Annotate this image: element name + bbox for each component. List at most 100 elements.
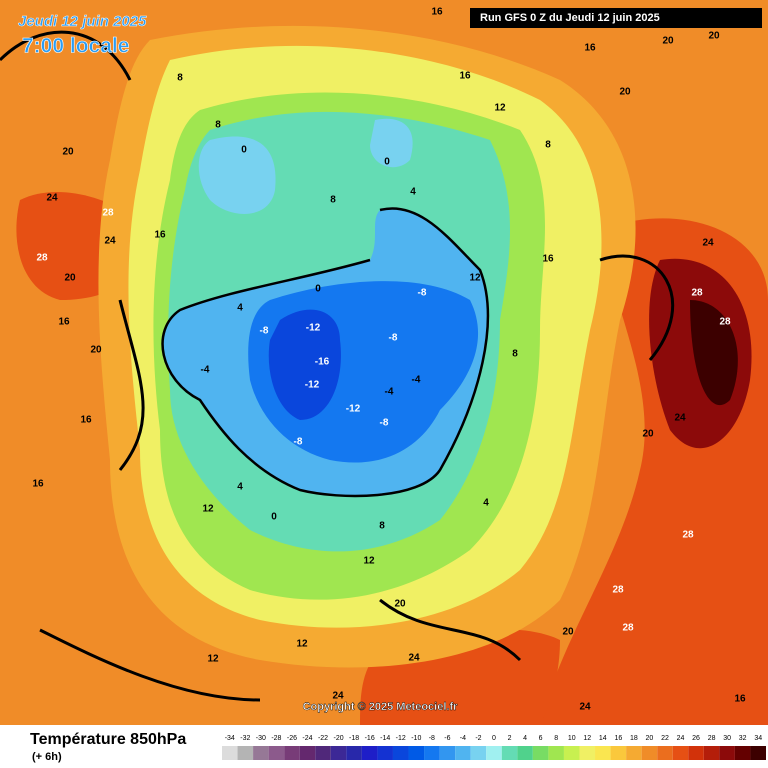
scale-label: -12 bbox=[396, 735, 406, 742]
contour-label: 16 bbox=[584, 43, 596, 54]
contour-label: 28 bbox=[719, 317, 731, 328]
forecast-date: Jeudi 12 juin 2025 bbox=[18, 13, 147, 30]
scale-label: -22 bbox=[318, 735, 328, 742]
scale-label: 6 bbox=[539, 735, 543, 742]
scale-cell bbox=[392, 746, 409, 760]
scale-label: 20 bbox=[646, 735, 654, 742]
contour-label: 28 bbox=[612, 585, 624, 596]
contour-label: 16 bbox=[431, 7, 443, 18]
run-box bbox=[470, 8, 762, 28]
contour-label: 24 bbox=[46, 193, 58, 204]
scale-label: 2 bbox=[508, 735, 512, 742]
scale-cell bbox=[703, 746, 720, 760]
contour-label: 16 bbox=[734, 694, 746, 705]
contour-label: 12 bbox=[202, 504, 214, 515]
scale-label: -32 bbox=[240, 735, 250, 742]
contour-label: -16 bbox=[315, 357, 330, 368]
contour-label: -8 bbox=[389, 333, 398, 344]
contour-label: 12 bbox=[363, 556, 375, 567]
scale-label: -14 bbox=[380, 735, 390, 742]
scale-cell bbox=[237, 746, 254, 760]
contour-label: 16 bbox=[154, 230, 166, 241]
scale-cell bbox=[672, 746, 689, 760]
legend-title: Température 850hPa bbox=[30, 731, 186, 748]
contour-label: -8 bbox=[380, 418, 389, 429]
scale-cell bbox=[439, 746, 456, 760]
contour-label: 16 bbox=[32, 479, 44, 490]
contour-label: 8 bbox=[330, 195, 336, 206]
contour-label: -12 bbox=[306, 323, 321, 334]
scale-cell bbox=[408, 746, 425, 760]
contour-label: 24 bbox=[702, 238, 714, 249]
scale-cell bbox=[315, 746, 331, 760]
contour-label: 4 bbox=[237, 303, 243, 314]
scale-label: -8 bbox=[429, 735, 435, 742]
contour-label: 0 bbox=[271, 512, 277, 523]
scale-cell bbox=[470, 746, 487, 760]
scale-cell bbox=[377, 746, 393, 760]
contour-label: 24 bbox=[104, 236, 116, 247]
forecast-time: 7:00 locale bbox=[22, 35, 129, 58]
contour-labels: 20 24 28 28 24 16 20 16 20 16 16 12 8 8 0 0 4 8 4 -4 -8 -12 -1… bbox=[32, 7, 746, 713]
scale-label: -20 bbox=[334, 735, 344, 742]
scale-label: 12 bbox=[583, 735, 591, 742]
contour-label: 0 bbox=[384, 157, 390, 168]
scale-label: 28 bbox=[708, 735, 716, 742]
scale-label: -28 bbox=[271, 735, 281, 742]
contour-label: 8 bbox=[379, 521, 385, 532]
run-info: Run GFS 0 Z du Jeudi 12 juin 2025 bbox=[480, 12, 660, 24]
scale-cell bbox=[750, 746, 766, 760]
scale-label: 26 bbox=[692, 735, 700, 742]
scale-label: 10 bbox=[568, 735, 576, 742]
scale-cell bbox=[253, 746, 269, 760]
scale-cell bbox=[734, 746, 751, 760]
contour-label: 8 bbox=[545, 140, 551, 151]
scale-cell bbox=[268, 746, 285, 760]
contour-label: 24 bbox=[332, 691, 344, 702]
contour-label: 24 bbox=[674, 413, 686, 424]
cold-pocket-north bbox=[370, 118, 413, 168]
scale-cell bbox=[361, 746, 378, 760]
scale-label: -16 bbox=[365, 735, 375, 742]
scale-label: 18 bbox=[630, 735, 638, 742]
contour-label: -8 bbox=[294, 437, 303, 448]
contour-label: 16 bbox=[58, 317, 70, 328]
coastline bbox=[0, 30, 675, 702]
scale-cell bbox=[486, 746, 502, 760]
contour-label: 12 bbox=[494, 103, 506, 114]
scale-cell bbox=[641, 746, 658, 760]
contour-label: 12 bbox=[207, 654, 219, 665]
contour-label: 8 bbox=[177, 73, 183, 84]
copyright: Copyright © 2025 Meteociel.fr bbox=[303, 701, 459, 713]
scale-label: -26 bbox=[287, 735, 297, 742]
contour-label: 16 bbox=[459, 71, 471, 82]
scale-label: 4 bbox=[523, 735, 527, 742]
scale-cell bbox=[330, 746, 347, 760]
scale-label: 8 bbox=[554, 735, 558, 742]
contour-label: 28 bbox=[102, 208, 114, 219]
scale-label: -30 bbox=[256, 735, 266, 742]
cold-core-inner bbox=[268, 309, 341, 420]
contour-label: 20 bbox=[62, 147, 74, 158]
contour-label: -8 bbox=[260, 326, 269, 337]
contour-label: 20 bbox=[642, 429, 654, 440]
contour-label: 20 bbox=[662, 36, 674, 47]
cold-pocket-west bbox=[198, 136, 276, 214]
scale-cell bbox=[455, 746, 471, 760]
scale-cell bbox=[688, 746, 704, 760]
contour-label: -8 bbox=[418, 288, 427, 299]
scale-cell bbox=[610, 746, 627, 760]
scale-cell bbox=[517, 746, 533, 760]
contour-label: 16 bbox=[80, 415, 92, 426]
scale-label: -2 bbox=[475, 735, 481, 742]
contour-label: 20 bbox=[394, 599, 406, 610]
legend-step: (+ 6h) bbox=[32, 751, 62, 763]
scale-label: 32 bbox=[739, 735, 747, 742]
contour-label: -12 bbox=[346, 404, 361, 415]
scale-label: 22 bbox=[661, 735, 669, 742]
contour-label: 28 bbox=[622, 623, 634, 634]
scale-cell bbox=[579, 746, 596, 760]
scale-label: -4 bbox=[460, 735, 466, 742]
contour-label: 28 bbox=[36, 253, 48, 264]
